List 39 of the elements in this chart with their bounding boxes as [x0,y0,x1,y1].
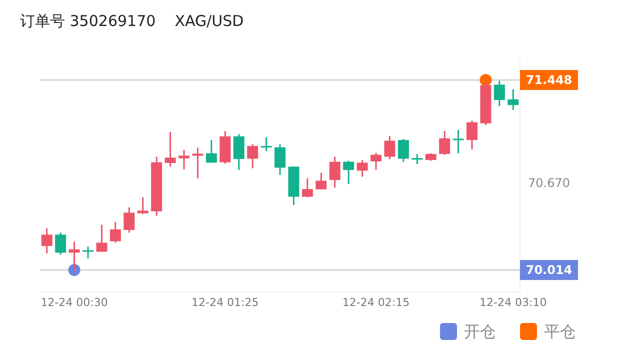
candlestick [452,129,464,154]
y-tick-label: 70.670 [528,176,570,190]
candlestick [164,131,176,168]
candlestick [41,228,52,254]
candlestick [178,149,190,170]
candlestick [137,196,148,215]
candlestick [206,139,217,164]
legend-label: 开仓 [464,322,496,341]
candlestick [398,138,409,163]
candlestick [508,88,519,111]
x-tick-label: 12-24 03:10 [480,296,547,309]
x-tick-label: 12-24 01:25 [192,296,259,309]
candlestick [82,246,94,260]
chart-title: 订单号 350269170 XAG/USD [20,12,244,30]
candlestick [55,232,66,256]
x-tick-label: 12-24 02:15 [342,296,410,309]
candlestick [466,120,478,150]
legend-label: 平仓 [544,322,576,341]
candlestick [329,156,340,188]
candlestick [343,160,354,185]
candlestick [494,80,505,107]
candlestick [384,135,396,160]
candlestick [302,178,313,198]
y-tick-label: 70.014 [526,263,572,278]
candlestick [96,224,108,252]
candlestick [274,144,286,176]
candlestick [247,144,258,169]
candlestick [412,153,423,165]
candlestick [439,130,450,156]
candlestick [260,136,272,152]
candlestick [356,159,368,178]
candlestick [233,133,244,171]
candlestick [316,172,327,190]
x-tick-label: 12-24 00:30 [40,296,108,309]
candlestick [370,152,382,171]
candlestick [192,146,204,180]
y-tick-label: 71.448 [526,73,572,88]
candlestick [110,221,121,244]
candlestick [124,206,135,234]
